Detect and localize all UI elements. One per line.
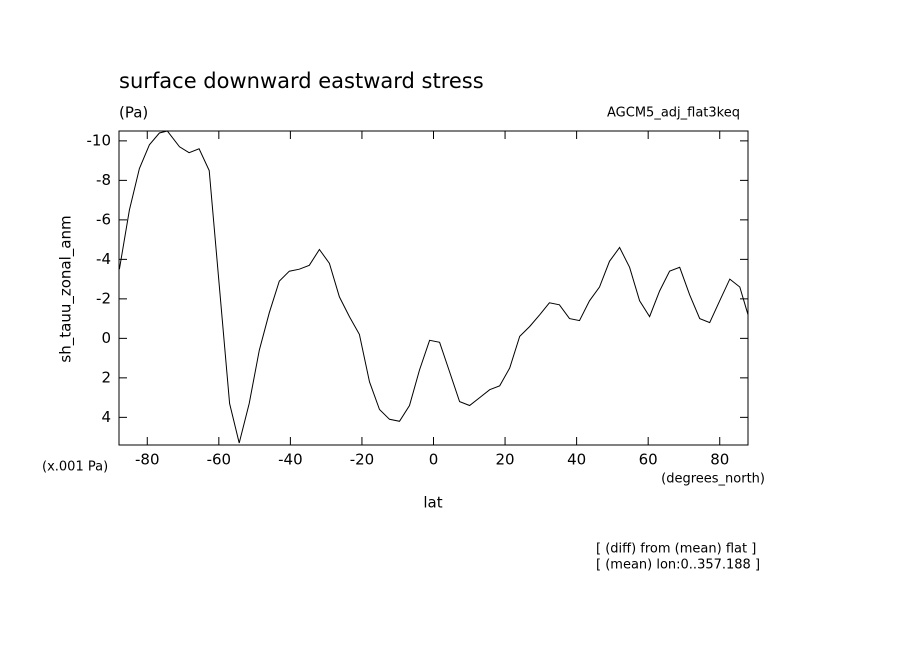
subtitle: (Pa): [119, 104, 148, 122]
y-tick-label: -2: [96, 289, 111, 307]
y-axis-label: sh_tauu_zonal_anm: [57, 215, 76, 362]
plot-frame: [118, 130, 749, 446]
line: [118, 130, 749, 444]
y-tick-label: -8: [96, 171, 111, 189]
x-tick-label: 20: [496, 451, 515, 469]
x-tick-label: -80: [135, 451, 160, 469]
y-tick-label: -10: [87, 131, 112, 149]
x-tick-label: -40: [278, 451, 303, 469]
y-tick-label: -4: [96, 250, 111, 268]
annotation: AGCM5_adj_flat3keq: [607, 106, 740, 121]
x-tick-label: 80: [710, 451, 729, 469]
chart-title: surface downward eastward stress: [119, 69, 484, 93]
x-tick-label: -20: [350, 451, 375, 469]
x-tick-label: 0: [429, 451, 439, 469]
x-tick-label: 40: [567, 451, 586, 469]
note: [ (mean) lon:0..357.188 ]: [596, 558, 760, 573]
note: [ (diff) from (mean) flat ]: [596, 542, 756, 557]
x-tick-label: 60: [639, 451, 658, 469]
y-tick-label: 0: [101, 329, 111, 347]
y-tick-label: 2: [101, 368, 111, 386]
x-tick-label: -60: [207, 451, 232, 469]
y-tick-label: -6: [96, 210, 111, 228]
y-tick-label: 4: [101, 408, 111, 426]
x-axis-label: lat: [423, 494, 442, 512]
y-unit: (x.001 Pa): [42, 460, 108, 475]
x-unit: (degrees_north): [661, 472, 765, 487]
